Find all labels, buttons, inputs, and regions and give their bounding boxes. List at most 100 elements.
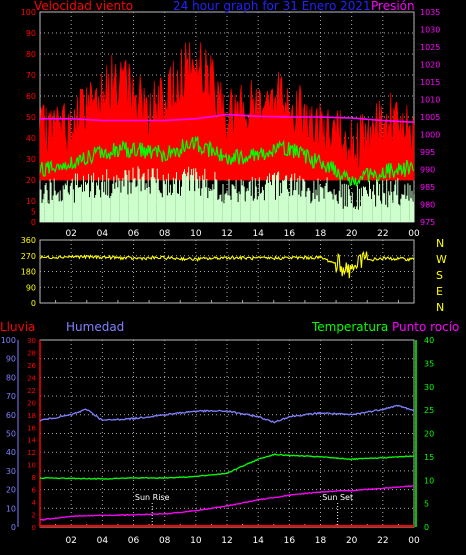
x-tick-label: 22 bbox=[377, 536, 388, 546]
rain-tick: 26 bbox=[27, 362, 36, 370]
y-right-tick: 985 bbox=[420, 183, 435, 192]
y-right-tick: 990 bbox=[420, 166, 435, 175]
x-tick-label: 00 bbox=[408, 536, 420, 546]
rain-tick: 6 bbox=[32, 487, 37, 495]
x-tick-label: 16 bbox=[284, 536, 296, 546]
temperature-tick: 25 bbox=[424, 406, 434, 415]
temperature-tick: 5 bbox=[424, 500, 429, 509]
panel3-x-ticks: 02 04 06 08 10 12 14 16 18 20 22 00 bbox=[65, 536, 420, 546]
panel2-left-ticks: 0 90 180 270 360 bbox=[21, 236, 36, 308]
y-right-tick: 1005 bbox=[420, 113, 440, 122]
temperature-tick: 0 bbox=[424, 523, 429, 532]
pressure-label: Presión bbox=[371, 0, 415, 13]
x-tick-label: 12 bbox=[221, 229, 232, 239]
x-tick-label: 08 bbox=[159, 229, 171, 239]
humidity-tick: 40 bbox=[6, 448, 16, 457]
y-right-tick: 980 bbox=[420, 201, 435, 210]
panel3-temperature-ticks: 0 5 10 15 20 25 30 35 40 bbox=[424, 336, 434, 532]
y-right-tick: 1030 bbox=[420, 26, 440, 35]
rain-tick: 22 bbox=[27, 387, 36, 395]
x-tick-label: 14 bbox=[252, 536, 264, 546]
panel3-annotations: Sun Rise Sun Set bbox=[135, 493, 353, 527]
panel1-series bbox=[39, 42, 415, 222]
wind-speed-series bbox=[39, 42, 415, 181]
y-left-tick: 100 bbox=[21, 8, 36, 17]
x-tick-label: 04 bbox=[97, 229, 109, 239]
y-right-tick: 1010 bbox=[420, 96, 440, 105]
pressure-series bbox=[40, 113, 415, 124]
temperature-tick: 40 bbox=[424, 336, 434, 345]
panel2-grid bbox=[40, 240, 415, 303]
rain-tick: 28 bbox=[27, 349, 36, 357]
y-left-tick: 90 bbox=[26, 29, 36, 38]
y-left-tick: 30 bbox=[26, 155, 36, 164]
temperature-tick: 30 bbox=[424, 383, 434, 392]
humidity-tick: 10 bbox=[6, 504, 16, 513]
humidity-tick: 0 bbox=[11, 523, 16, 532]
rain-tick: 18 bbox=[27, 412, 36, 420]
rain-tick: 16 bbox=[27, 424, 36, 432]
y-right-tick: 1025 bbox=[420, 43, 440, 52]
humidity-series bbox=[39, 404, 415, 424]
panel3-humidity-ticks: 0 10 20 30 40 50 60 70 80 90 100 bbox=[1, 336, 16, 532]
panel3-axes bbox=[17, 340, 417, 527]
x-tick-label: 04 bbox=[97, 536, 109, 546]
humidity-tick: 90 bbox=[6, 355, 16, 364]
wind-speed-label: Velocidad viento bbox=[34, 0, 133, 13]
rain-tick: 14 bbox=[27, 437, 36, 445]
x-tick-label: 14 bbox=[252, 229, 264, 239]
panel3-frame bbox=[39, 339, 415, 528]
y-tick: 180 bbox=[21, 268, 36, 277]
y-right-tick: 975 bbox=[420, 218, 435, 227]
x-tick-label: 06 bbox=[128, 536, 140, 546]
compass-label: E bbox=[436, 285, 443, 298]
x-tick-label: 20 bbox=[346, 229, 358, 239]
y-left-tick: 80 bbox=[26, 50, 36, 59]
x-tick-label: 20 bbox=[346, 536, 358, 546]
rain-tick: 0 bbox=[32, 524, 36, 532]
humidity-tick: 30 bbox=[6, 467, 16, 476]
compass-label: S bbox=[436, 269, 443, 282]
y-left-tick: 40 bbox=[26, 134, 36, 143]
y-tick: 360 bbox=[21, 236, 36, 245]
x-tick-label: 00 bbox=[408, 229, 420, 239]
y-left-tick: 0 bbox=[31, 218, 36, 227]
humidity-tick: 50 bbox=[6, 430, 16, 439]
x-tick-label: 18 bbox=[315, 229, 327, 239]
x-tick-label: 12 bbox=[221, 536, 232, 546]
rain-tick: 20 bbox=[27, 399, 36, 407]
panel1-left-ticks: 05 10 20 30 40 50 60 70 80 90 100 bbox=[21, 8, 36, 227]
panel1-x-ticks: 02 04 06 08 10 12 14 16 18 20 22 00 bbox=[65, 229, 420, 239]
y-right-tick: 1035 bbox=[420, 8, 440, 17]
x-tick-label: 18 bbox=[315, 536, 327, 546]
wind-direction-series bbox=[40, 251, 415, 279]
rain-tick: 10 bbox=[27, 462, 36, 470]
rain-tick: 30 bbox=[27, 337, 36, 345]
dew-point-series bbox=[39, 484, 415, 521]
y-tick: 270 bbox=[21, 252, 36, 261]
temperature-tick: 15 bbox=[424, 453, 434, 462]
x-tick-label: 06 bbox=[128, 229, 140, 239]
rain-tick: 2 bbox=[32, 512, 36, 520]
sunset-label: Sun Set bbox=[322, 493, 353, 502]
humidity-tick: 100 bbox=[1, 336, 16, 345]
panel1-right-ticks: 975 980 985 990 995 1000 1005 1010 1015 1020 1025 1… bbox=[420, 8, 440, 227]
humidity-tick: 20 bbox=[6, 486, 16, 495]
temperature-tick: 10 bbox=[424, 476, 434, 485]
y-right-tick: 1020 bbox=[420, 61, 440, 70]
compass-label: W bbox=[436, 253, 447, 266]
y-left-tick: 10 bbox=[26, 197, 36, 206]
temperature-series bbox=[39, 453, 415, 480]
mean-wind-series bbox=[39, 166, 415, 222]
compass-label: N bbox=[436, 237, 444, 250]
average-gust-series bbox=[39, 135, 415, 187]
x-tick-label: 10 bbox=[190, 229, 202, 239]
y-left-tick: 50 bbox=[26, 113, 36, 122]
panel3-series bbox=[39, 404, 415, 527]
y-left-tick: 5 bbox=[31, 208, 36, 217]
humidity-label: Humedad bbox=[66, 320, 124, 334]
rain-tick: 24 bbox=[27, 374, 36, 382]
chart-title: 24 hour graph for 31 Enero 2021 bbox=[173, 0, 371, 13]
sunrise-label: Sun Rise bbox=[135, 493, 170, 502]
